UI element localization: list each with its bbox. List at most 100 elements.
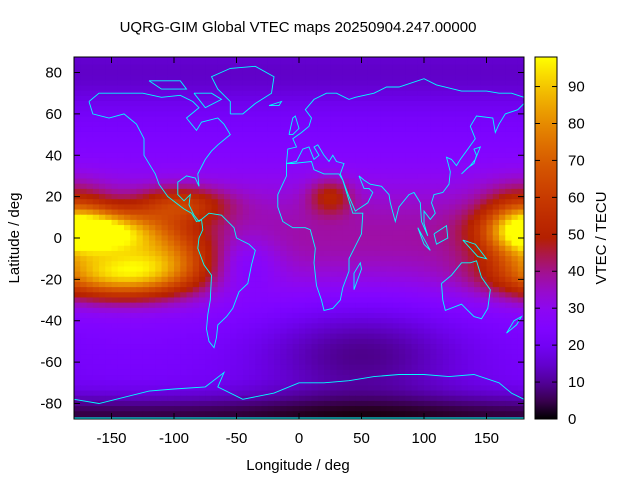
heatmap-cell (330, 230, 338, 237)
heatmap-cell (186, 137, 194, 143)
heatmap-cell (367, 344, 375, 350)
heatmap-cell (367, 312, 375, 319)
heatmap-cell (355, 287, 363, 293)
heatmap-cell (342, 178, 350, 185)
heatmap-cell (380, 157, 388, 164)
heatmap-cell (211, 157, 219, 164)
heatmap-cell (511, 256, 519, 262)
heatmap-cell (105, 80, 113, 87)
heatmap-cell (124, 194, 131, 200)
heatmap-cell (167, 157, 175, 164)
heatmap-cell (324, 95, 331, 102)
heatmap-cell (255, 271, 263, 278)
heatmap-cell (80, 230, 88, 237)
heatmap-cell (174, 287, 181, 293)
heatmap-cell (80, 157, 88, 164)
heatmap-cell (449, 59, 456, 66)
heatmap-cell (417, 250, 425, 257)
heatmap-cell (430, 359, 438, 366)
heatmap-cell (92, 199, 100, 205)
heatmap-cell (324, 194, 331, 200)
heatmap-cell (199, 173, 206, 180)
heatmap-cell (474, 225, 481, 231)
heatmap-cell (117, 142, 125, 149)
heatmap-cell (180, 75, 188, 81)
heatmap-cell (192, 183, 200, 190)
heatmap-cell (249, 90, 256, 97)
heatmap-cell (92, 380, 100, 386)
heatmap-cell (224, 395, 231, 402)
heatmap-cell (242, 245, 250, 252)
heatmap-cell (455, 163, 463, 169)
heatmap-cell (324, 271, 331, 278)
heatmap-cell (361, 85, 369, 92)
heatmap-cell (199, 121, 206, 128)
heatmap-cell (486, 168, 494, 174)
heatmap-cell (492, 323, 500, 330)
heatmap-cell (430, 302, 438, 309)
heatmap-cell (317, 64, 325, 71)
heatmap-cell (117, 168, 125, 174)
heatmap-cell (405, 57, 413, 61)
heatmap-cell (167, 183, 175, 190)
heatmap-cell (274, 281, 281, 288)
heatmap-cell (167, 204, 175, 211)
heatmap-cell (267, 111, 275, 118)
heatmap-cell (436, 240, 444, 247)
heatmap-cell (324, 390, 331, 397)
heatmap-cell (436, 256, 444, 262)
heatmap-cell (161, 95, 169, 102)
heatmap-cell (324, 152, 331, 159)
heatmap-cell (155, 297, 163, 304)
heatmap-cell (324, 369, 331, 376)
heatmap-cell (199, 106, 206, 112)
heatmap-cell (424, 194, 431, 200)
heatmap-cell (167, 400, 175, 407)
heatmap-cell (449, 385, 456, 392)
heatmap-cell (392, 235, 400, 242)
heatmap-cell (324, 307, 331, 314)
heatmap-cell (330, 302, 338, 309)
heatmap-cell (224, 90, 231, 97)
heatmap-cell (142, 281, 150, 288)
heatmap-cell (505, 323, 513, 330)
heatmap-cell (99, 354, 106, 361)
heatmap-cell (99, 359, 106, 366)
heatmap-cell (455, 121, 463, 128)
heatmap-cell (399, 318, 406, 324)
heatmap-cell (361, 163, 369, 169)
heatmap-cell (149, 178, 156, 185)
heatmap-cell (117, 261, 125, 268)
heatmap-cell (492, 261, 500, 268)
heatmap-cell (136, 131, 144, 138)
heatmap-cell (261, 364, 269, 371)
heatmap-cell (324, 214, 331, 221)
heatmap-cell (149, 173, 156, 180)
heatmap-cell (136, 302, 144, 309)
heatmap-cell (230, 297, 238, 304)
heatmap-cell (192, 349, 200, 355)
heatmap-cell (449, 85, 456, 92)
heatmap-cell (167, 100, 175, 107)
heatmap-cell (405, 369, 413, 376)
heatmap-cell (124, 152, 131, 159)
heatmap-cell (324, 354, 331, 361)
heatmap-cell (299, 271, 306, 278)
heatmap-cell (99, 375, 106, 381)
heatmap-cell (92, 121, 100, 128)
heatmap-cell (317, 225, 325, 231)
heatmap-cell (161, 287, 169, 293)
heatmap-cell (124, 225, 131, 231)
heatmap-cell (186, 85, 194, 92)
heatmap-cell (342, 95, 350, 102)
heatmap-cell (74, 178, 81, 185)
heatmap-cell (167, 354, 175, 361)
heatmap-cell (486, 85, 494, 92)
heatmap-cell (486, 111, 494, 118)
heatmap-cell (311, 121, 319, 128)
heatmap-cell (486, 57, 494, 61)
heatmap-cell (217, 406, 225, 412)
heatmap-cell (117, 307, 125, 314)
heatmap-cell (386, 173, 394, 180)
heatmap-cell (486, 302, 494, 309)
